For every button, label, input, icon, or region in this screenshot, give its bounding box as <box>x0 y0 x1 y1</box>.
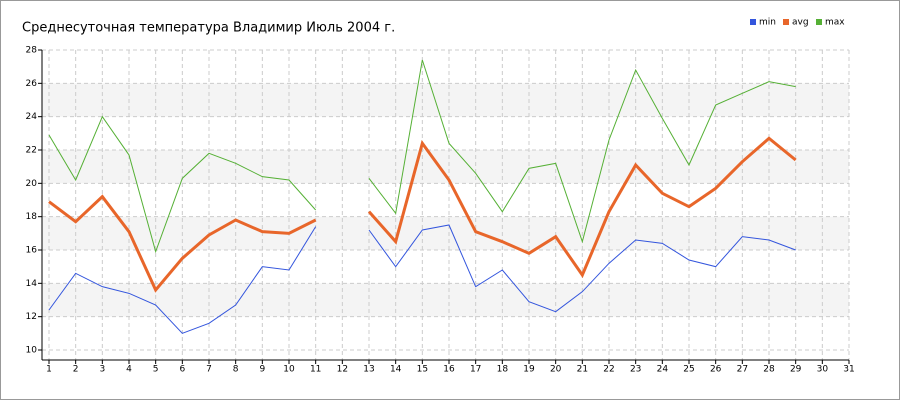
x-tick-label: 6 <box>179 365 185 375</box>
legend-swatch <box>783 19 789 25</box>
x-tick-label: 31 <box>843 365 854 375</box>
x-tick-label: 30 <box>817 365 829 375</box>
chart-title: Среднесуточная температура Владимир Июль… <box>22 21 395 36</box>
x-tick-label: 15 <box>417 365 428 375</box>
x-tick-label: 18 <box>497 365 509 375</box>
x-tick-label: 5 <box>153 365 159 375</box>
series-line <box>48 59 796 254</box>
x-tick-label: 20 <box>550 365 562 375</box>
y-tick-label: 14 <box>26 279 38 289</box>
series-line <box>48 136 797 293</box>
legend-swatch <box>750 19 756 25</box>
x-tick-label: 19 <box>523 365 535 375</box>
y-tick-label: 18 <box>26 212 38 222</box>
legend-label: max <box>825 18 845 28</box>
x-tick-label: 13 <box>363 365 374 375</box>
x-tick-label: 29 <box>790 365 802 375</box>
y-tick-label: 12 <box>26 312 37 322</box>
x-tick-label: 10 <box>283 365 295 375</box>
x-tick-label: 14 <box>390 365 402 375</box>
x-tick-label: 24 <box>657 365 669 375</box>
y-tick-label: 10 <box>26 346 38 356</box>
x-tick-label: 26 <box>710 365 722 375</box>
x-tick-label: 1 <box>46 365 52 375</box>
y-tick-label: 22 <box>26 146 37 156</box>
x-tick-label: 9 <box>259 365 265 375</box>
x-tick-label: 8 <box>233 365 239 375</box>
x-tick-label: 11 <box>310 365 321 375</box>
x-tick-label: 27 <box>737 365 748 375</box>
y-tick-label: 26 <box>26 79 38 89</box>
band <box>42 150 849 184</box>
x-tick-label: 3 <box>99 365 105 375</box>
x-tick-label: 7 <box>206 365 212 375</box>
x-tick-label: 21 <box>577 365 588 375</box>
x-tick-label: 2 <box>73 365 79 375</box>
series-line <box>48 224 796 334</box>
x-tick-label: 23 <box>630 365 641 375</box>
x-tick-label: 16 <box>443 365 455 375</box>
x-tick-label: 4 <box>126 365 132 375</box>
legend-label: min <box>759 18 776 28</box>
band <box>42 83 849 117</box>
y-tick-label: 16 <box>26 246 38 256</box>
x-tick-label: 17 <box>470 365 481 375</box>
x-tick-label: 28 <box>763 365 775 375</box>
y-tick-label: 28 <box>26 46 38 56</box>
y-tick-label: 24 <box>26 112 38 122</box>
x-tick-label: 22 <box>603 365 614 375</box>
x-tick-label: 25 <box>683 365 694 375</box>
legend-label: avg <box>792 18 809 28</box>
legend-swatch <box>816 19 822 25</box>
y-tick-label: 20 <box>26 179 38 189</box>
x-tick-label: 12 <box>337 365 348 375</box>
band <box>42 283 849 317</box>
band <box>42 216 849 250</box>
